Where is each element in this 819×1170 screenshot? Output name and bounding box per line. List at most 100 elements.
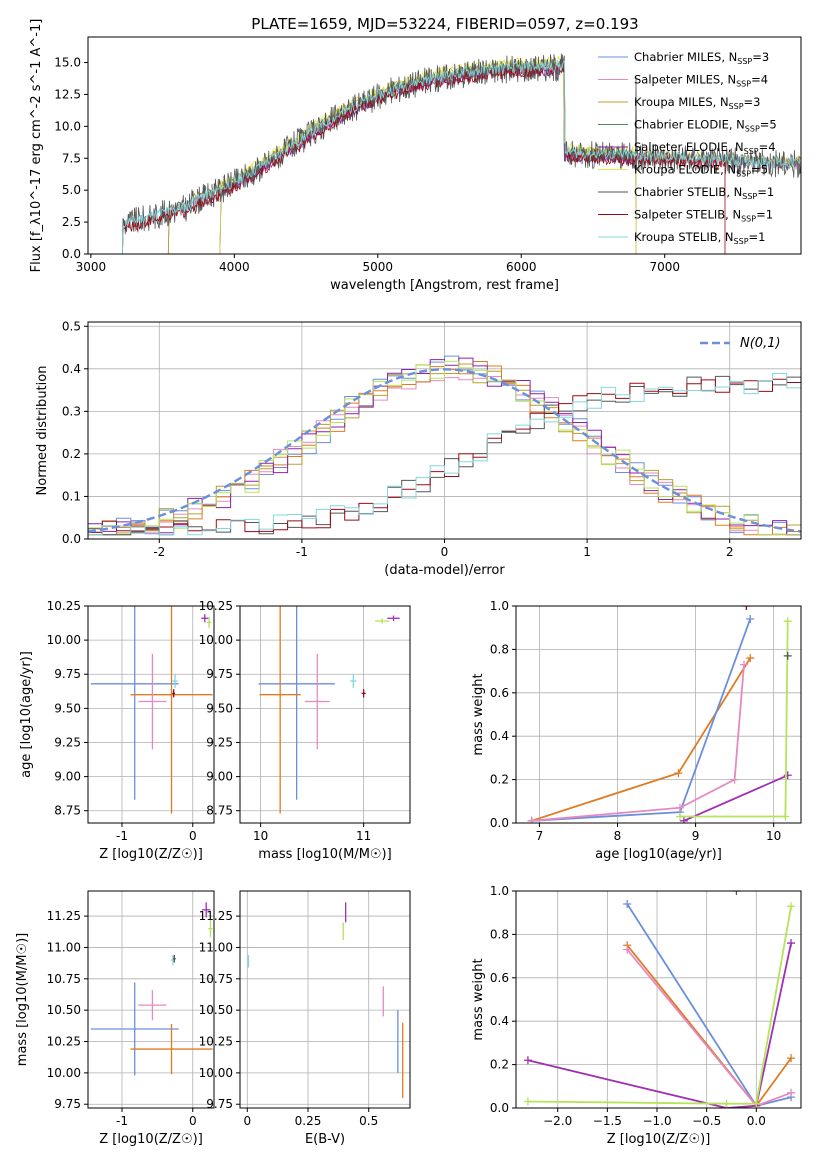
chart-ebv-mass: 0 0.25 0.5 9.75 10.00 10.25 10.50 10.75 11.00 11.… xyxy=(199,890,411,1147)
y-tick-label: 0.2 xyxy=(490,773,509,787)
y-tick-label: 10.25 xyxy=(47,1035,81,1049)
y-tick-label: 1.0 xyxy=(490,884,509,898)
weight-marker xyxy=(787,1088,796,1097)
plot-area xyxy=(527,606,792,823)
y-tick-label: 12.5 xyxy=(54,87,81,101)
plot-area xyxy=(122,53,801,254)
weight-series-line xyxy=(531,664,745,822)
figure-title: PLATE=1659, MJD=53224, FIBERID=0597, z=0… xyxy=(251,15,638,33)
axes-frame xyxy=(87,890,215,1109)
spectrum-legend: Chabrier MILES, NSSP=3 Salpeter MILES, NS… xyxy=(598,50,777,246)
chart-z-mass: -1 0 9.75 10.00 10.25 10.50 10.75 11.00 11.25 Z [… xyxy=(15,890,215,1147)
x-axis-label: (data-model)/error xyxy=(384,563,505,578)
histogram-series xyxy=(88,373,801,536)
x-axis-label: Z [log10(Z/Z☉)] xyxy=(99,847,203,862)
x-tick-label: 11 xyxy=(356,829,371,843)
weight-marker xyxy=(787,939,796,948)
y-tick-label: 10.25 xyxy=(199,599,233,613)
x-tick-label: 0 xyxy=(189,1114,197,1128)
weight-series-line xyxy=(527,906,792,1105)
x-tick-label: 0.0 xyxy=(747,1114,766,1128)
spectrum-series-line xyxy=(122,59,801,254)
x-tick-label: 1 xyxy=(583,545,591,559)
y-tick-label: 0.0 xyxy=(490,816,509,830)
weight-series-line xyxy=(531,657,751,822)
x-tick-label: 10 xyxy=(253,829,268,843)
y-tick-label: 0.1 xyxy=(62,489,81,503)
weight-marker xyxy=(787,902,796,911)
plot-area xyxy=(90,606,213,814)
y-tick-label: 0.4 xyxy=(490,729,509,743)
x-tick-label: 10 xyxy=(766,829,781,843)
axes-frame xyxy=(515,890,802,1109)
chart-residuals: -2 -1 0 1 2 0.0 0.1 0.2 0.3 0.4 0.5 (data-model)/er… xyxy=(35,319,802,578)
y-tick-label: 0.2 xyxy=(62,447,81,461)
plots: 3000 4000 5000 6000 70000.02.55.07.510.012.5… xyxy=(15,19,802,1147)
weight-marker xyxy=(783,617,792,626)
y-tick-label: 9.75 xyxy=(206,1097,233,1111)
chart-spectrum: 3000 4000 5000 6000 7000 0.0 2.5 5.0 7.5 10.0 12.5… xyxy=(29,19,802,293)
y-tick-label: 9.50 xyxy=(54,701,81,715)
y-tick-label: 9.00 xyxy=(54,770,81,784)
y-tick-label: 8.75 xyxy=(206,804,233,818)
weight-marker xyxy=(623,945,632,954)
x-tick-label: 0 xyxy=(189,829,197,843)
chart-age-weight: 7 8 9 10 0.0 0.2 0.4 0.6 0.8 1.0 age [log10(age/yr… xyxy=(471,599,802,862)
y-axis-label: Normed distribution xyxy=(35,366,50,496)
y-tick-label: 10.25 xyxy=(199,1035,233,1049)
legend-label: Salpeter STELIB, NSSP=1 xyxy=(634,208,773,224)
weight-marker xyxy=(675,812,684,821)
axes-frame xyxy=(87,36,802,255)
chart-z-weight: −2.0 −1.5 −1.0 −0.5 0.0 0.0 0.2 0.4 0.6 0.8 1.0 Z [… xyxy=(471,884,802,1147)
x-axis-label: wavelength [Angstrom, rest frame] xyxy=(330,278,559,293)
spectrum-series-line xyxy=(219,63,637,254)
y-axis-label: Flux [f_λ10^-17 erg cm^-2 s^-1 A^-1] xyxy=(29,19,44,273)
legend-label: N(0,1) xyxy=(740,336,781,351)
y-tick-label: 7.5 xyxy=(62,151,81,165)
weight-series-line xyxy=(626,944,792,1108)
y-axis-label: mass weight xyxy=(471,958,486,1040)
chart-mass-age: 10 11 8.75 9.00 9.25 9.50 9.75 10.00 10.25 mass [… xyxy=(199,599,411,862)
weight-marker xyxy=(523,1056,532,1065)
y-tick-label: 11.00 xyxy=(47,940,81,954)
y-axis-label: mass weight xyxy=(471,673,486,755)
y-tick-label: 10.50 xyxy=(47,1003,81,1017)
x-tick-label: 7000 xyxy=(649,260,680,274)
axes-frame xyxy=(87,605,215,824)
weight-marker xyxy=(679,816,688,823)
x-tick-label: 5000 xyxy=(363,260,394,274)
legend-label: Kroupa ELODIE, NSSP=5 xyxy=(634,163,768,179)
y-tick-label: 1.0 xyxy=(490,599,509,613)
weight-marker xyxy=(732,891,741,895)
x-axis-label: Z [log10(Z/Z☉)] xyxy=(99,1132,203,1147)
y-tick-label: 0.2 xyxy=(490,1058,509,1072)
y-tick-label: 0.0 xyxy=(62,247,81,261)
x-tick-label: −1.5 xyxy=(593,1114,622,1128)
y-tick-label: 10.75 xyxy=(47,972,81,986)
weight-marker xyxy=(787,1054,796,1063)
weight-marker xyxy=(746,615,755,624)
weight-marker xyxy=(523,1097,532,1106)
legend-label: Kroupa MILES, NSSP=3 xyxy=(634,95,760,111)
y-tick-label: 11.25 xyxy=(199,909,233,923)
histogram-series xyxy=(88,360,801,536)
y-tick-label: 10.0 xyxy=(54,119,81,133)
y-tick-label: 0.8 xyxy=(490,927,509,941)
y-tick-label: 0.4 xyxy=(490,1014,509,1028)
weight-marker xyxy=(742,606,751,610)
x-tick-label: -1 xyxy=(116,1114,128,1128)
y-tick-label: 11.25 xyxy=(47,909,81,923)
y-tick-label: 0.6 xyxy=(490,686,509,700)
x-tick-label: -2 xyxy=(153,545,165,559)
y-tick-label: 10.25 xyxy=(47,599,81,613)
x-tick-label: 3000 xyxy=(76,260,107,274)
x-axis-label: age [log10(age/yr)] xyxy=(595,847,722,862)
axes-frame xyxy=(239,890,411,1109)
plot-area xyxy=(88,355,801,536)
y-tick-label: 9.50 xyxy=(206,701,233,715)
x-tick-label: 0.25 xyxy=(295,1114,322,1128)
normal-curve xyxy=(88,368,801,533)
x-tick-label: 0 xyxy=(441,545,449,559)
weight-marker xyxy=(752,1099,761,1108)
